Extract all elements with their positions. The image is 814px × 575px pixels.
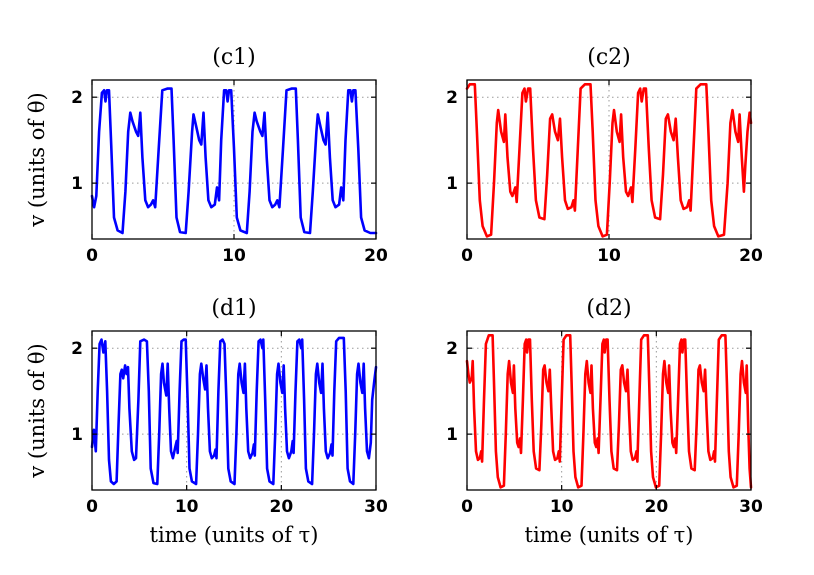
- panel-c1: 0 10 20 1 2 (c1) v (units of θ): [25, 45, 388, 266]
- y-axis-label: v (units of θ): [25, 343, 49, 478]
- y-tick-label: 1: [446, 425, 458, 445]
- x-tick-label: 10: [175, 497, 199, 517]
- panel-d2: 0 10 20 30 1 2 (d2) time (units of τ): [446, 296, 763, 547]
- x-tick-label: 0: [461, 497, 473, 517]
- axes-frame: [91, 330, 377, 491]
- y-tick-label: 2: [71, 88, 83, 108]
- axes-frame: [466, 330, 752, 491]
- x-tick-label: 0: [461, 246, 473, 266]
- x-tick-label: 30: [739, 497, 763, 517]
- x-tick-label: 10: [597, 246, 621, 266]
- x-tick-label: 10: [222, 246, 246, 266]
- y-tick-label: 1: [71, 425, 83, 445]
- x-tick-label: 20: [269, 497, 293, 517]
- panel-title: (c1): [212, 45, 255, 70]
- x-tick-label: 20: [644, 497, 668, 517]
- panel-c2: 0 10 20 1 2 (c2): [446, 45, 763, 266]
- series-line: [90, 87, 378, 235]
- x-tick-label: 30: [364, 497, 388, 517]
- series-line: [465, 83, 753, 238]
- y-axis-label: v (units of θ): [25, 92, 49, 227]
- panel-title: (c2): [587, 45, 630, 70]
- x-tick-label: 20: [364, 246, 388, 266]
- x-axis-label: time (units of τ): [150, 523, 319, 547]
- y-tick-label: 2: [71, 339, 83, 359]
- y-tick-label: 2: [446, 88, 458, 108]
- panel-d1: 0 10 20 30 1 2 (d1) v (units of θ) time (units o…: [25, 296, 388, 547]
- x-tick-label: 20: [739, 246, 763, 266]
- x-tick-label: 0: [86, 497, 98, 517]
- y-tick-label: 1: [446, 174, 458, 194]
- x-tick-label: 10: [550, 497, 574, 517]
- panel-title: (d2): [586, 296, 631, 321]
- panel-title: (d1): [211, 296, 256, 321]
- x-axis-label: time (units of τ): [525, 523, 694, 547]
- series-line: [90, 336, 378, 486]
- y-tick-label: 2: [446, 339, 458, 359]
- x-tick-label: 0: [86, 246, 98, 266]
- series-line: [465, 334, 753, 489]
- y-tick-label: 1: [71, 174, 83, 194]
